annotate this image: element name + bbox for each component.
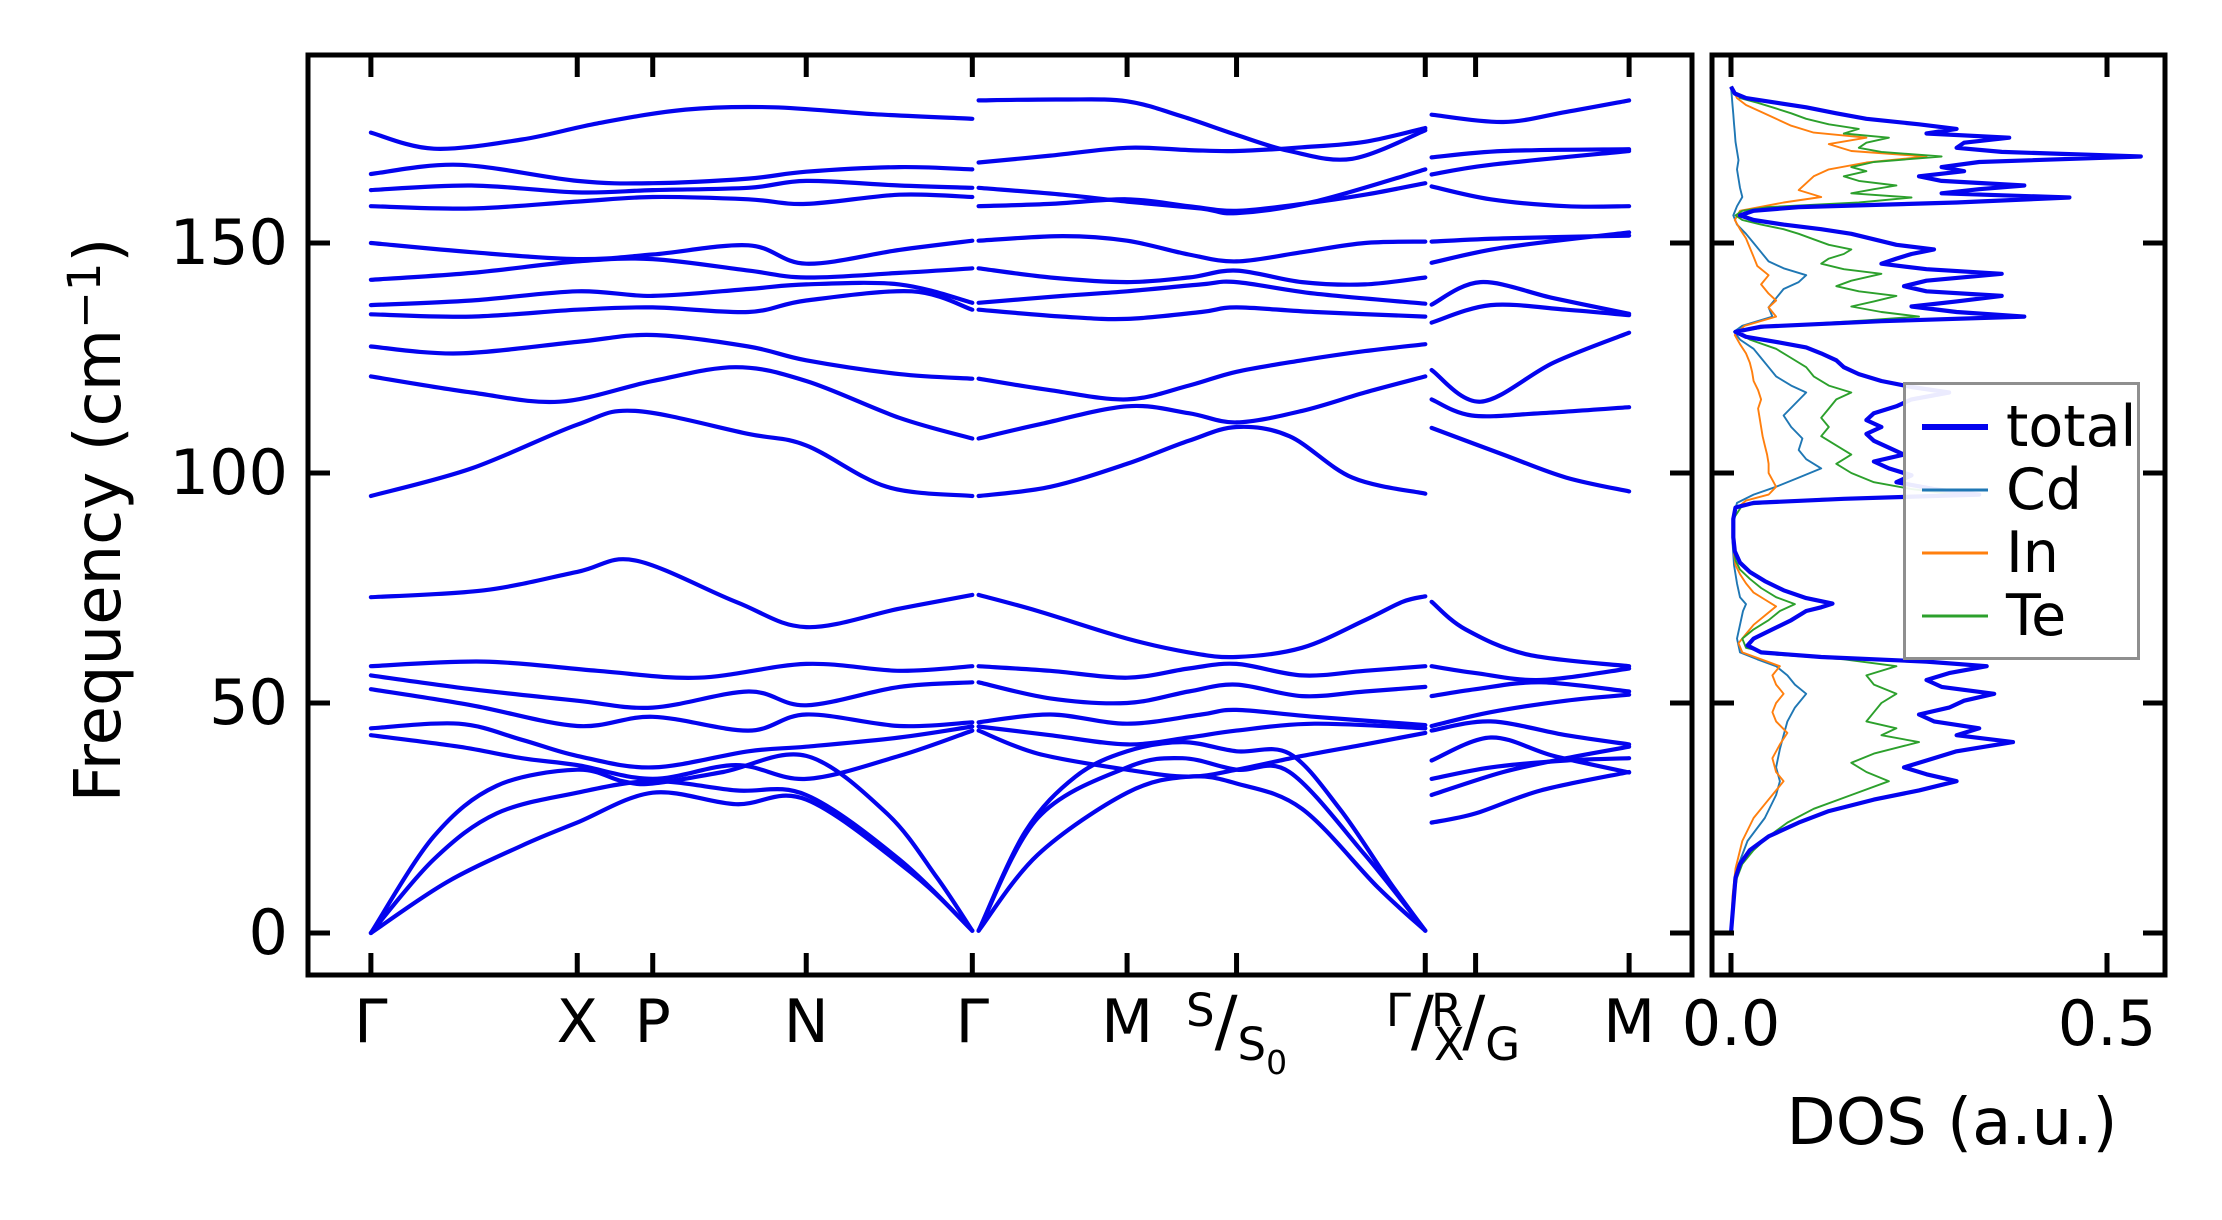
dos-curve-Cd — [1730, 86, 1823, 934]
dos-curve-In — [1730, 86, 1928, 934]
band-panel-frame — [305, 52, 1695, 978]
phonon-band — [1429, 147, 1632, 160]
phonon-band — [1429, 425, 1632, 494]
phonon-band — [1429, 735, 1632, 775]
phonon-band — [1429, 184, 1632, 209]
phonon-band — [368, 752, 975, 936]
phonon-band — [1429, 756, 1632, 781]
phonon-band — [976, 266, 1428, 287]
phonon-band — [976, 755, 1428, 933]
phonon-band — [368, 408, 975, 499]
phonon-band — [368, 178, 975, 195]
phonon-band — [976, 680, 1428, 706]
phonon-band — [368, 192, 975, 211]
phonon-band — [368, 238, 975, 266]
phonon-band — [976, 167, 1428, 216]
phonon-band — [1429, 279, 1632, 316]
phonon-band — [976, 97, 1428, 162]
phonon-band — [1429, 98, 1632, 125]
phonon-band — [368, 332, 975, 381]
phonon-band — [1429, 664, 1632, 683]
phonon-band — [1429, 599, 1632, 669]
phonon-band — [1429, 692, 1632, 729]
phonon-band — [368, 256, 975, 282]
phonon-band — [976, 279, 1428, 306]
phonon-band — [1429, 148, 1632, 177]
phonon-band — [976, 342, 1428, 402]
phonon-band — [976, 125, 1428, 165]
phonon-band — [368, 365, 975, 441]
axis-ticks — [308, 55, 2165, 975]
phonon-band — [976, 721, 1428, 747]
dos-curve-total — [1728, 85, 2143, 934]
phonon-band — [1429, 233, 1632, 244]
phonon-band — [368, 659, 975, 680]
phonon-band — [368, 728, 975, 782]
phonon-band — [1429, 330, 1632, 404]
phonon-band — [976, 374, 1428, 441]
dos-curve-Te — [1730, 86, 1958, 934]
phonon-band — [976, 592, 1428, 660]
phonon-band — [1429, 397, 1632, 419]
phonon-band — [976, 233, 1428, 264]
phonon-band — [976, 728, 1428, 779]
phonon-band — [368, 687, 975, 733]
phonon-band — [368, 162, 975, 186]
phonon-band — [1429, 302, 1632, 325]
phonon-band — [368, 104, 975, 151]
phonon-band — [976, 305, 1428, 322]
dos-curves — [1728, 85, 2143, 934]
band-structure-lines — [368, 97, 1632, 936]
phonon-band — [368, 557, 975, 630]
phonon-band — [368, 280, 975, 308]
dos-panel-frame — [1709, 52, 2168, 978]
phonon-band — [368, 673, 975, 710]
phonon-band — [1429, 769, 1632, 825]
phonon-band — [976, 739, 1428, 933]
phonon-band — [368, 790, 975, 936]
phonon-band — [976, 661, 1428, 680]
phonon-band — [368, 721, 975, 770]
phonon-band — [976, 774, 1428, 933]
phonon-band — [976, 707, 1428, 728]
phonon-band — [1429, 719, 1632, 747]
phonon-band — [368, 288, 975, 319]
phonon-band — [976, 424, 1428, 499]
phonon-band — [368, 779, 975, 936]
phonon-band — [1429, 680, 1632, 699]
